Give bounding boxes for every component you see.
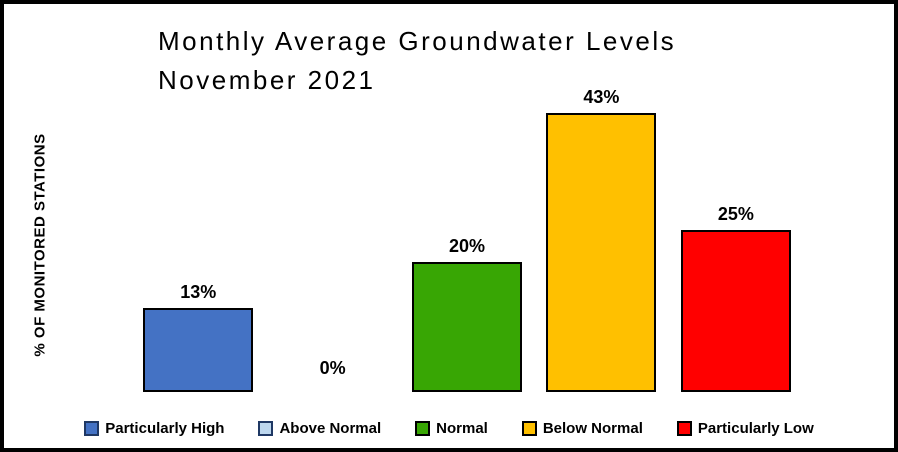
legend-label-particularly-low: Particularly Low <box>697 420 814 437</box>
bar-value-label-particularly-high: 13% <box>180 281 217 302</box>
legend-label-below-normal: Below Normal <box>542 420 643 437</box>
bar-value-label-above-normal: 0% <box>319 358 346 378</box>
legend-item-below-normal: Below Normal <box>521 420 643 437</box>
bar-particularly-high <box>143 307 254 392</box>
legend-swatch-above-normal <box>258 421 274 436</box>
bar-slot-particularly-low: 25% <box>669 78 803 392</box>
legend-label-normal: Normal <box>436 420 488 437</box>
bar-slot-above-normal: 0% <box>265 78 399 392</box>
legend-label-above-normal: Above Normal <box>279 420 382 437</box>
bar-particularly-low <box>680 229 791 392</box>
legend-swatch-particularly-high <box>84 421 100 436</box>
plot-area: 13% 0% 20% 43% 25% <box>131 78 803 392</box>
legend-label-particularly-high: Particularly High <box>105 420 225 437</box>
legend-swatch-below-normal <box>521 421 537 436</box>
chart-title-line2: November 2021 <box>158 65 376 95</box>
legend-swatch-normal <box>415 421 431 436</box>
bar-slot-particularly-high: 13% <box>131 78 265 392</box>
legend: Particularly High Above Normal Normal Below… <box>4 420 894 437</box>
chart-title-line1: Monthly Average Groundwater Levels <box>158 26 677 56</box>
bar-slot-below-normal: 43% <box>534 78 668 392</box>
legend-item-particularly-high: Particularly High <box>84 420 224 437</box>
bar-value-label-particularly-low: 25% <box>717 203 754 224</box>
legend-item-particularly-low: Particularly Low <box>676 420 814 437</box>
chart-title: Monthly Average Groundwater Levels Novem… <box>158 22 676 100</box>
y-axis-title: % OF MONITORED STATIONS <box>31 133 49 357</box>
bar-normal <box>412 262 523 392</box>
bar-value-label-below-normal: 43% <box>583 86 620 107</box>
bar-below-normal <box>546 112 657 392</box>
bar-slot-normal: 20% <box>400 78 534 392</box>
legend-item-normal: Normal <box>415 420 488 437</box>
legend-swatch-particularly-low <box>676 421 692 436</box>
legend-item-above-normal: Above Normal <box>258 420 381 437</box>
bar-value-label-normal: 20% <box>449 236 486 256</box>
